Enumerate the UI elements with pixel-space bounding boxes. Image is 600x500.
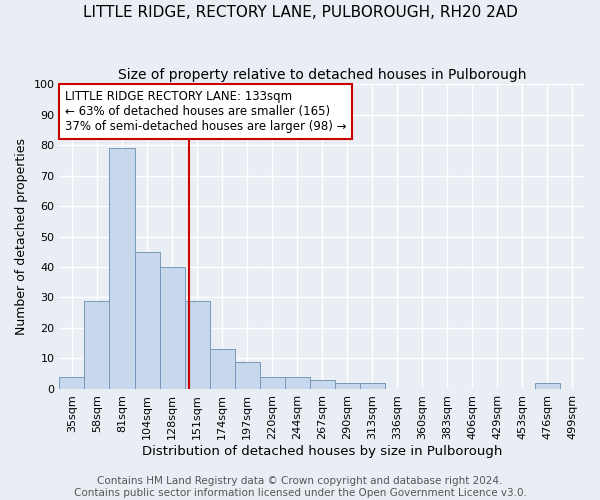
Text: Contains HM Land Registry data © Crown copyright and database right 2024.
Contai: Contains HM Land Registry data © Crown c… [74,476,526,498]
Bar [335,383,360,389]
Bar [260,377,284,389]
Bar [109,148,134,389]
Bar [134,252,160,389]
Bar [209,350,235,389]
Bar [535,383,560,389]
Bar [185,300,209,389]
Bar [235,362,260,389]
Bar [59,377,85,389]
Bar [85,300,109,389]
Y-axis label: Number of detached properties: Number of detached properties [15,138,28,335]
Bar [360,383,385,389]
Text: LITTLE RIDGE RECTORY LANE: 133sqm
← 63% of detached houses are smaller (165)
37%: LITTLE RIDGE RECTORY LANE: 133sqm ← 63% … [65,90,346,133]
Bar [160,267,185,389]
Text: LITTLE RIDGE, RECTORY LANE, PULBOROUGH, RH20 2AD: LITTLE RIDGE, RECTORY LANE, PULBOROUGH, … [83,5,517,20]
Title: Size of property relative to detached houses in Pulborough: Size of property relative to detached ho… [118,68,526,82]
Bar [284,377,310,389]
X-axis label: Distribution of detached houses by size in Pulborough: Distribution of detached houses by size … [142,444,502,458]
Bar [310,380,335,389]
